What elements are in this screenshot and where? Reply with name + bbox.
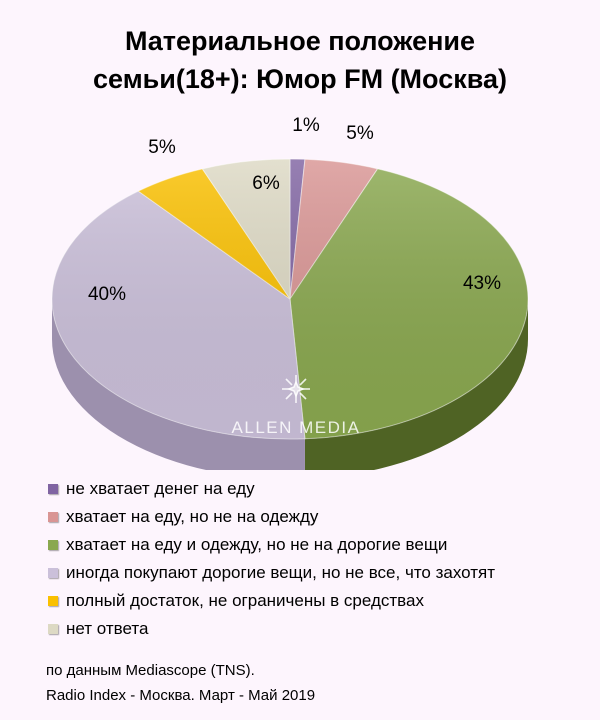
legend-label-3: хватает на еду и одежду, но не на дороги…: [66, 535, 448, 554]
legend-item-4: иногда покупают дорогие вещи, но не все,…: [48, 559, 495, 587]
source-line-1: по данным Mediascope (TNS).: [46, 662, 255, 679]
source-line-2: Radio Index - Москва. Март - Май 2019: [46, 687, 316, 704]
data-label-1: 1%: [292, 115, 320, 136]
watermark-text: ALLEN MEDIA: [232, 418, 361, 437]
legend-label-2: хватает на еду, но не на одежду: [66, 507, 319, 526]
chart-title: Материальное положение семьи(18+): Юмор …: [0, 22, 600, 98]
legend-swatch-1: [48, 484, 58, 494]
pie-slices: 1% 5% 43% 40% 5% 6%: [51, 115, 529, 470]
legend-label-4: иногда покупают дорогие вещи, но не все,…: [66, 563, 496, 582]
allen-media-logo-icon: [282, 375, 310, 403]
data-label-5: 5%: [148, 137, 176, 158]
pie-slice-side-4: [52, 299, 305, 470]
legend-item-5: полный достаток, не ограничены в средств…: [48, 587, 495, 615]
legend-swatch-6: [48, 624, 58, 634]
data-label-2: 5%: [346, 123, 374, 144]
chart-title-line-2: семьи(18+): Юмор FM (Москва): [93, 64, 507, 94]
chart-title-line-1: Материальное положение: [124, 26, 476, 56]
pie-slice-side-3: [304, 299, 528, 470]
legend-item-3: хватает на еду и одежду, но не на дороги…: [48, 531, 495, 559]
legend-item-6: нет ответа: [48, 615, 495, 643]
pie-chart: 1% 5% 43% 40% 5% 6% ALLEN MEDIA: [51, 115, 529, 470]
legend-swatch-4: [48, 568, 58, 578]
legend-label-6: нет ответа: [66, 619, 149, 638]
legend-swatch-2: [48, 512, 58, 522]
legend-item-2: хватает на еду, но не на одежду: [48, 503, 495, 531]
source-note: по данным Mediascope (TNS). Radio Index …: [46, 658, 315, 708]
data-label-4: 40%: [88, 284, 126, 305]
data-label-3: 43%: [463, 273, 501, 294]
legend-label-1: не хватает денег на еду: [66, 479, 255, 498]
legend-swatch-5: [48, 596, 58, 606]
legend: не хватает денег на еду хватает на еду, …: [48, 475, 495, 643]
legend-swatch-3: [48, 540, 58, 550]
legend-item-1: не хватает денег на еду: [48, 475, 495, 503]
watermark: ALLEN MEDIA: [232, 375, 361, 437]
data-label-6: 6%: [252, 173, 280, 194]
legend-label-5: полный достаток, не ограничены в средств…: [66, 591, 424, 610]
pie-top-sheen: [52, 159, 528, 439]
